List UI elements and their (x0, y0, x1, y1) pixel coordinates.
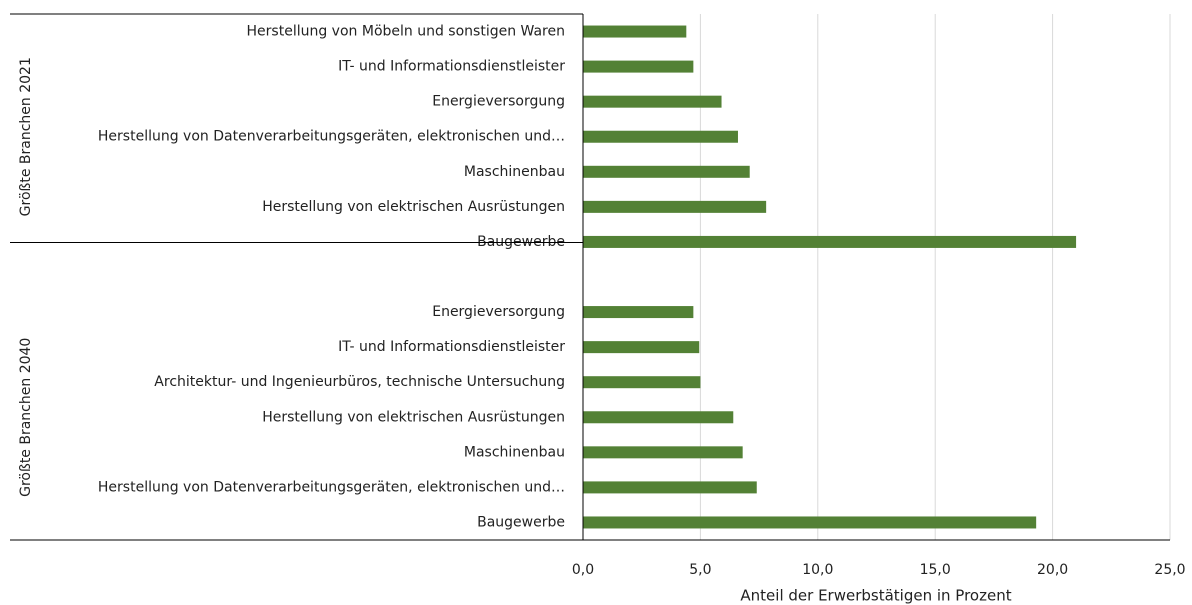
bar (583, 446, 743, 459)
bar (583, 235, 1077, 248)
bar (583, 411, 734, 424)
x-tick-label: 15,0 (920, 562, 951, 578)
y-tick-label: Baugewerbe (477, 234, 565, 250)
y-tick-label: Herstellung von elektrischen Ausrüstunge… (262, 409, 565, 425)
x-axis-label: Anteil der Erwerbstätigen in Prozent (740, 587, 1011, 605)
bar (583, 516, 1037, 529)
group-label: Größte Branchen 2040 (18, 338, 34, 497)
y-tick-label: Energieversorgung (432, 304, 565, 320)
x-tick-label: 10,0 (802, 562, 833, 578)
bar (583, 60, 694, 73)
x-tick-label: 0,0 (572, 562, 594, 578)
y-tick-label: Energieversorgung (432, 94, 565, 110)
x-tick-label: 20,0 (1037, 562, 1068, 578)
y-tick-label: Maschinenbau (464, 164, 565, 180)
y-tick-label: Herstellung von Datenverarbeitungsgeräte… (98, 479, 565, 495)
bar (583, 341, 700, 354)
x-tick-label: 25,0 (1154, 562, 1185, 578)
bar (583, 95, 722, 108)
bar (583, 25, 687, 38)
bar (583, 200, 767, 213)
y-tick-label: Herstellung von Datenverarbeitungsgeräte… (98, 129, 565, 145)
y-tick-label: Herstellung von Möbeln und sonstigen War… (247, 24, 565, 40)
bar (583, 130, 738, 143)
y-tick-label: Baugewerbe (477, 514, 565, 530)
y-tick-label: IT- und Informationsdienstleister (338, 339, 565, 355)
group-label: Größte Branchen 2021 (18, 57, 34, 216)
x-tick-label: 5,0 (689, 562, 711, 578)
bar (583, 306, 694, 319)
y-tick-label: Architektur- und Ingenieurbüros, technis… (154, 374, 565, 390)
bar (583, 481, 757, 494)
bar (583, 376, 701, 389)
y-tick-label: Herstellung von elektrischen Ausrüstunge… (262, 199, 565, 215)
bar (583, 165, 750, 178)
y-tick-label: Maschinenbau (464, 444, 565, 460)
y-tick-label: IT- und Informationsdienstleister (338, 59, 565, 75)
